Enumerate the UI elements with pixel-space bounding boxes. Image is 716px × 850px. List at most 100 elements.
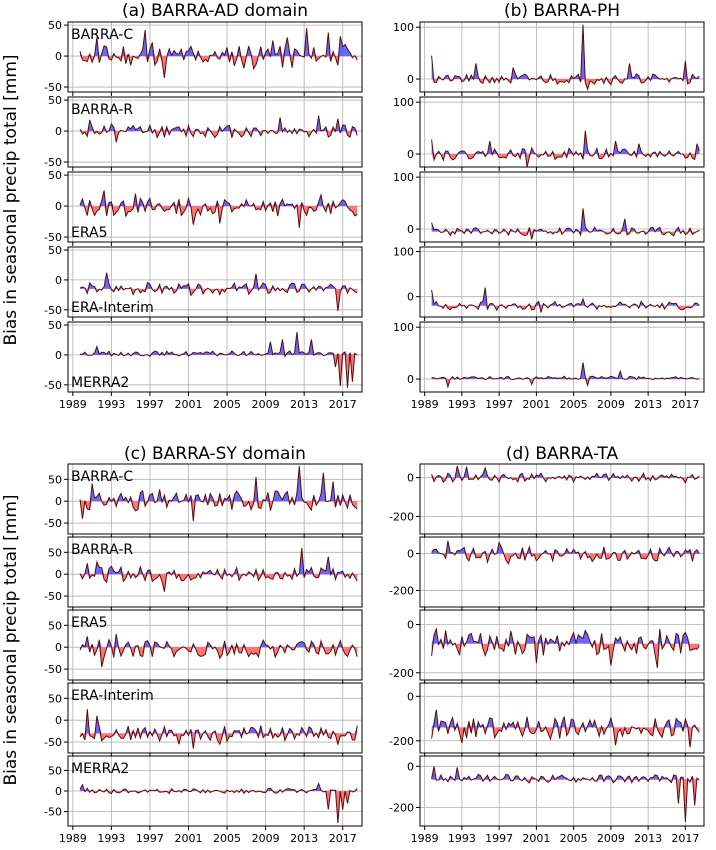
x-tick-label: 1997 bbox=[485, 832, 513, 845]
series-label: ERA5 bbox=[71, 225, 108, 241]
panel-3: (d) BARRA-TA -200 0 -200 0 -200 0 -200 0 -200 0 198… bbox=[389, 444, 705, 845]
plot-area bbox=[79, 634, 358, 668]
y-tick-label: -50 bbox=[44, 231, 62, 244]
plot-area bbox=[79, 28, 358, 78]
plot-area bbox=[431, 24, 700, 92]
x-tick-label: 2013 bbox=[290, 398, 318, 411]
x-tick-label: 1993 bbox=[448, 398, 476, 411]
x-tick-label: 2017 bbox=[329, 832, 357, 845]
series-label: BARRA-R bbox=[71, 102, 133, 118]
negative-bias-area bbox=[431, 553, 700, 564]
y-tick-label: -50 bbox=[44, 590, 62, 603]
panel-0: (a) BARRA-AD domain -50 0 50 BARRA-C -50 0 50 BA… bbox=[44, 1, 363, 411]
panel-2: (c) BARRA-SY domain -50 0 50 BARRA-C -50 0 50 BA… bbox=[44, 444, 363, 845]
plot-area bbox=[79, 709, 358, 749]
x-tick-label: 2017 bbox=[329, 398, 357, 411]
axes-frame bbox=[67, 682, 363, 754]
y-tick-label: 0 bbox=[407, 291, 414, 304]
x-tick-label: 2009 bbox=[597, 832, 625, 845]
x-tick-label: 2005 bbox=[560, 832, 588, 845]
subplot-era5: 0 100 bbox=[393, 171, 705, 246]
subplot-barra-c: -50 0 50 BARRA-C bbox=[44, 463, 363, 538]
subplot-merra2: -50 0 50 MERRA2 1989 1993 1997 2001 2005 2009 2013… bbox=[44, 319, 363, 411]
x-tick-label: 2005 bbox=[213, 398, 241, 411]
y-tick-label: 100 bbox=[393, 171, 414, 184]
y-tick-label: 50 bbox=[48, 244, 62, 257]
positive-bias-area bbox=[80, 28, 358, 57]
y-tick-label: 0 bbox=[407, 760, 414, 773]
negative-bias-area bbox=[431, 231, 700, 240]
subplot-merra2: 0 100 1989 1993 1997 2001 2005 2009 2013 2017 bbox=[393, 321, 705, 411]
subplot-era5: -50 0 50 ERA5 bbox=[44, 609, 363, 684]
subplot-era-interim: -50 0 50 ERA-Interim bbox=[44, 244, 363, 321]
y-tick-label: 50 bbox=[48, 169, 62, 182]
positive-bias-area bbox=[80, 709, 358, 734]
y-tick-label: -200 bbox=[389, 735, 414, 748]
x-tick-label: 2017 bbox=[671, 832, 699, 845]
y-tick-label: 50 bbox=[48, 692, 62, 705]
axes-frame bbox=[67, 96, 363, 168]
axes-frame bbox=[67, 609, 363, 681]
plot-area bbox=[80, 332, 358, 388]
axes-frame bbox=[67, 246, 363, 318]
y-tick-label: -50 bbox=[44, 736, 62, 749]
y-tick-label: 0 bbox=[55, 568, 62, 581]
y-tick-label: 50 bbox=[48, 19, 62, 32]
plot-area bbox=[79, 190, 358, 228]
series-label: MERRA2 bbox=[71, 761, 129, 777]
subplot-barra-r: -50 0 50 BARRA-R bbox=[44, 536, 363, 611]
plot-area bbox=[431, 540, 700, 565]
plot-area bbox=[431, 465, 700, 484]
x-tick-label: 2013 bbox=[634, 832, 662, 845]
subplot-era-interim: -200 0 bbox=[389, 682, 705, 757]
x-tick-label: 1997 bbox=[485, 398, 513, 411]
x-tick-label: 1997 bbox=[136, 398, 164, 411]
y-axis-label-top: Bias in seasonal precip total [mm] bbox=[1, 54, 21, 345]
subplot-era5: -200 0 bbox=[389, 609, 705, 684]
subplot-era-interim: 0 100 bbox=[393, 246, 705, 321]
negative-bias-area bbox=[431, 79, 700, 90]
y-tick-label: -50 bbox=[44, 663, 62, 676]
series-label: ERA-Interim bbox=[71, 688, 154, 704]
subplot-barra-r: 0 100 bbox=[393, 96, 705, 171]
axes-frame bbox=[419, 96, 705, 168]
x-tick-label: 2013 bbox=[634, 398, 662, 411]
negative-bias-area bbox=[431, 379, 700, 387]
subplot-barra-r: -200 0 bbox=[389, 536, 705, 611]
bias-line bbox=[431, 709, 700, 748]
plot-area bbox=[431, 287, 700, 313]
bias-line bbox=[431, 627, 700, 668]
y-tick-label: 0 bbox=[55, 50, 62, 63]
plot-area bbox=[79, 466, 358, 521]
bias-line bbox=[431, 465, 700, 484]
panels: (a) BARRA-AD domain -50 0 50 BARRA-C -50 0 50 BA… bbox=[44, 1, 705, 845]
axes-frame bbox=[419, 321, 705, 393]
x-tick-label: 1993 bbox=[97, 832, 125, 845]
y-tick-label: 50 bbox=[48, 546, 62, 559]
bias-line bbox=[79, 634, 358, 668]
positive-bias-area bbox=[80, 190, 358, 207]
y-tick-label: -50 bbox=[44, 806, 62, 819]
y-tick-label: 100 bbox=[393, 321, 414, 334]
axes-frame bbox=[67, 463, 363, 535]
plot-area bbox=[79, 272, 358, 312]
x-tick-label: 1993 bbox=[97, 398, 125, 411]
y-tick-label: 100 bbox=[393, 246, 414, 259]
y-tick-label: -50 bbox=[44, 81, 62, 94]
positive-bias-area bbox=[80, 272, 358, 289]
plot-area bbox=[431, 362, 700, 389]
axes-frame bbox=[67, 171, 363, 243]
plot-area bbox=[431, 627, 700, 668]
series-label: BARRA-C bbox=[71, 27, 133, 43]
x-tick-label: 1989 bbox=[59, 832, 87, 845]
bias-line bbox=[431, 766, 700, 822]
bias-line bbox=[431, 362, 700, 389]
y-tick-label: 0 bbox=[55, 274, 62, 287]
y-tick-label: 0 bbox=[407, 618, 414, 631]
x-tick-label: 1989 bbox=[411, 832, 439, 845]
series-label: MERRA2 bbox=[71, 375, 129, 391]
x-tick-label: 2001 bbox=[522, 832, 550, 845]
x-tick-label: 2009 bbox=[252, 398, 280, 411]
plot-area bbox=[431, 208, 700, 240]
axes-frame bbox=[67, 536, 363, 608]
